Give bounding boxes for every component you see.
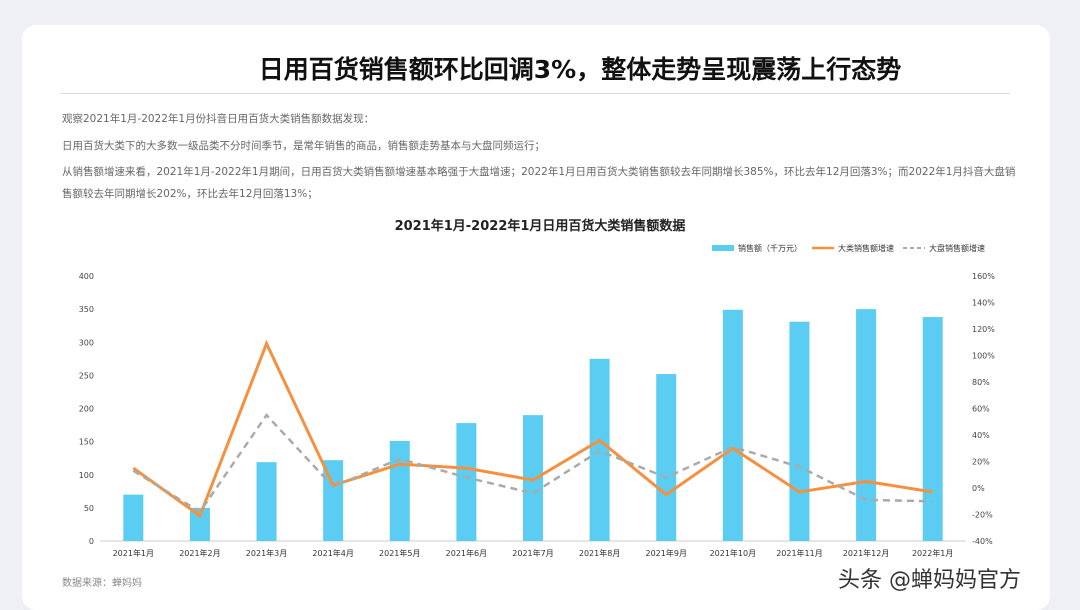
chart-title: 2021年1月-2022年1月日用百货大类销售额数据 — [394, 219, 686, 234]
page-title: 日用百货销售额环比回调3%，整体走势呈现震荡上行态势 — [258, 55, 902, 84]
paragraph: 日用百货大类下的大多数一级品类不分时间季节，是常年销售的商品，销售额走势基本与大… — [62, 140, 545, 152]
bar — [256, 462, 277, 541]
legend-label: 大类销售额增速 — [838, 243, 894, 253]
x-axis-tick: 2021年12月 — [843, 548, 890, 558]
bar — [789, 321, 810, 541]
legend-label: 销售额（千万元） — [738, 243, 802, 253]
left-axis-tick: 250 — [79, 371, 94, 380]
watermark: 头条 @蝉妈妈官方 — [838, 568, 1021, 593]
right-axis-tick: 80% — [972, 378, 990, 387]
left-axis-tick: 200 — [79, 405, 94, 414]
series-line — [132, 413, 933, 514]
bar — [722, 309, 743, 541]
left-axis-tick: 50 — [84, 504, 94, 513]
series-line — [132, 339, 933, 519]
right-axis-tick: 40% — [972, 431, 990, 440]
x-axis-tick: 2022年1月 — [912, 548, 953, 558]
right-axis-tick: 60% — [972, 405, 990, 414]
left-axis-tick: 300 — [79, 338, 94, 347]
bar — [389, 440, 410, 541]
x-axis-tick: 2021年10月 — [710, 548, 757, 558]
legend-swatch — [712, 245, 734, 251]
x-axis-tick: 2021年9月 — [646, 548, 687, 558]
bar — [123, 494, 144, 541]
x-axis-tick: 2021年4月 — [312, 548, 353, 558]
right-axis-tick: 0% — [972, 484, 985, 493]
right-axis-tick: -20% — [972, 511, 993, 520]
x-axis-tick: 2021年3月 — [246, 548, 287, 558]
right-axis-tick: 20% — [972, 458, 990, 467]
left-axis-tick: 0 — [89, 537, 94, 546]
bar — [456, 423, 477, 541]
source-note: 数据来源：蝉妈妈 — [62, 578, 142, 589]
paragraph: 观察2021年1月-2022年1月份抖音日用百货大类销售额数据发现： — [62, 113, 375, 125]
right-axis-tick: 140% — [972, 299, 995, 308]
left-axis-tick: 400 — [79, 272, 94, 281]
bar — [523, 415, 543, 541]
bar — [323, 460, 344, 541]
right-axis-tick: 160% — [972, 272, 995, 281]
bar — [922, 317, 943, 541]
x-axis-tick: 2021年1月 — [113, 548, 154, 558]
left-axis-tick: 150 — [79, 438, 94, 447]
x-axis-tick: 2021年5月 — [379, 548, 420, 558]
paragraph: 从销售额增速来看，2021年1月-2022年1月期间，日用百货大类销售额增速基本… — [62, 166, 1016, 200]
bar — [189, 507, 210, 541]
x-axis-tick: 2021年7月 — [512, 548, 553, 558]
x-axis-tick: 2021年11月 — [776, 548, 823, 558]
divider — [60, 93, 1010, 94]
right-axis-tick: -40% — [972, 537, 993, 546]
bar — [856, 309, 877, 541]
right-axis-tick: 100% — [972, 352, 995, 361]
right-axis-tick: 120% — [972, 325, 995, 334]
legend-label: 大盘销售额增速 — [929, 243, 985, 253]
left-axis-tick: 100 — [79, 471, 94, 480]
bar — [656, 374, 677, 541]
x-axis-tick: 2021年6月 — [446, 548, 487, 558]
left-axis-tick: 350 — [79, 305, 94, 314]
x-axis-tick: 2021年2月 — [179, 548, 220, 558]
x-axis-tick: 2021年8月 — [579, 548, 620, 558]
